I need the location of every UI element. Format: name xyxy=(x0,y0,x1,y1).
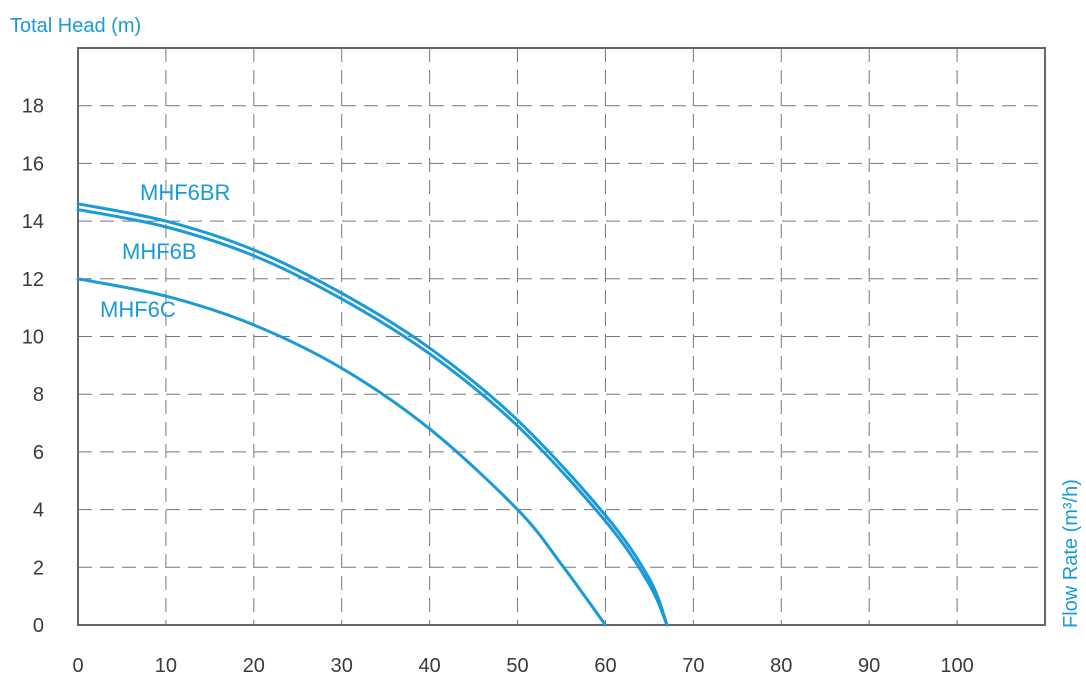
series-line-mhf6b xyxy=(76,208,669,627)
x-tick-label: 70 xyxy=(682,655,704,677)
y-tick-label: 18 xyxy=(22,96,44,118)
y-tick-label: 14 xyxy=(22,211,44,233)
series-line-mhf6br xyxy=(76,202,669,627)
y-tick-label: 8 xyxy=(33,384,44,406)
y-tick-label: 12 xyxy=(22,269,44,291)
x-tick-label: 20 xyxy=(243,655,265,677)
tick-labels: 0 10 20 30 40 50 60 70 80 90 100 0 2 4 6 8 10 12 14 16 18 xyxy=(22,96,974,677)
x-tick-label: 10 xyxy=(155,655,177,677)
x-tick-label: 100 xyxy=(940,655,973,677)
x-tick-label: 40 xyxy=(419,655,441,677)
series-label-mhf6c: MHF6C xyxy=(100,297,176,322)
grid xyxy=(78,48,1045,625)
x-tick-label: 30 xyxy=(331,655,353,677)
y-tick-label: 16 xyxy=(22,153,44,175)
x-tick-label: 50 xyxy=(506,655,528,677)
y-axis-title: Total Head (m) xyxy=(10,15,141,37)
x-tick-label: 90 xyxy=(858,655,880,677)
x-tick-label: 80 xyxy=(770,655,792,677)
series-label-mhf6b: MHF6B xyxy=(122,239,197,264)
y-tick-label: 0 xyxy=(33,615,44,637)
series-lines xyxy=(76,202,669,627)
series-labels: MHF6BR MHF6B MHF6C xyxy=(100,180,230,322)
plot-frame xyxy=(77,47,1046,626)
y-tick-label: 6 xyxy=(33,442,44,464)
y-tick-label: 4 xyxy=(33,500,44,522)
y-tick-label: 2 xyxy=(33,557,44,579)
x-tick-label: 60 xyxy=(594,655,616,677)
x-axis-title: Flow Rate (m³/h) xyxy=(1060,479,1082,628)
y-tick-label: 10 xyxy=(22,327,44,349)
series-line-mhf6c xyxy=(76,277,607,627)
series-label-mhf6br: MHF6BR xyxy=(140,180,230,205)
x-tick-label: 0 xyxy=(72,655,83,677)
